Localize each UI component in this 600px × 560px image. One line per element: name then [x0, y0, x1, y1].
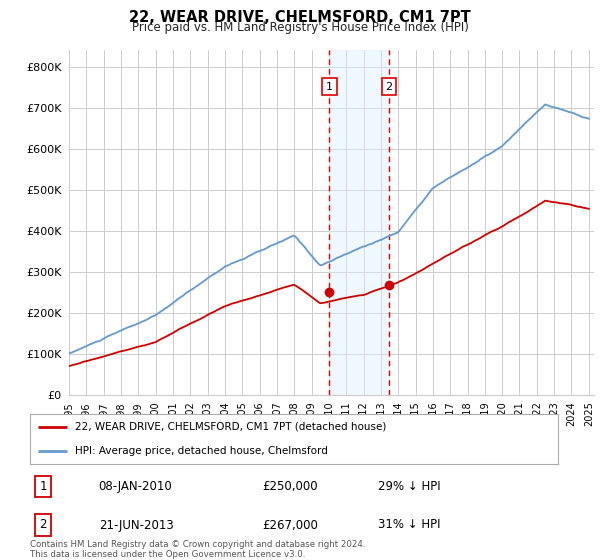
- Text: £267,000: £267,000: [262, 519, 318, 531]
- Text: 22, WEAR DRIVE, CHELMSFORD, CM1 7PT (detached house): 22, WEAR DRIVE, CHELMSFORD, CM1 7PT (det…: [75, 422, 386, 432]
- Text: 2: 2: [385, 82, 392, 92]
- Text: 2: 2: [40, 519, 47, 531]
- Text: 1: 1: [326, 82, 333, 92]
- Bar: [329, 50, 389, 395]
- Text: HPI: Average price, detached house, Chelmsford: HPI: Average price, detached house, Chel…: [75, 446, 328, 456]
- Text: 22, WEAR DRIVE, CHELMSFORD, CM1 7PT: 22, WEAR DRIVE, CHELMSFORD, CM1 7PT: [129, 10, 471, 25]
- Text: 08-JAN-2010: 08-JAN-2010: [98, 480, 172, 493]
- Text: £250,000: £250,000: [262, 480, 318, 493]
- Text: 21-JUN-2013: 21-JUN-2013: [98, 519, 173, 531]
- Text: 29% ↓ HPI: 29% ↓ HPI: [379, 480, 441, 493]
- Text: Contains HM Land Registry data © Crown copyright and database right 2024.
This d: Contains HM Land Registry data © Crown c…: [30, 540, 365, 559]
- Text: 1: 1: [40, 480, 47, 493]
- Text: 31% ↓ HPI: 31% ↓ HPI: [379, 519, 441, 531]
- Text: Price paid vs. HM Land Registry's House Price Index (HPI): Price paid vs. HM Land Registry's House …: [131, 21, 469, 34]
